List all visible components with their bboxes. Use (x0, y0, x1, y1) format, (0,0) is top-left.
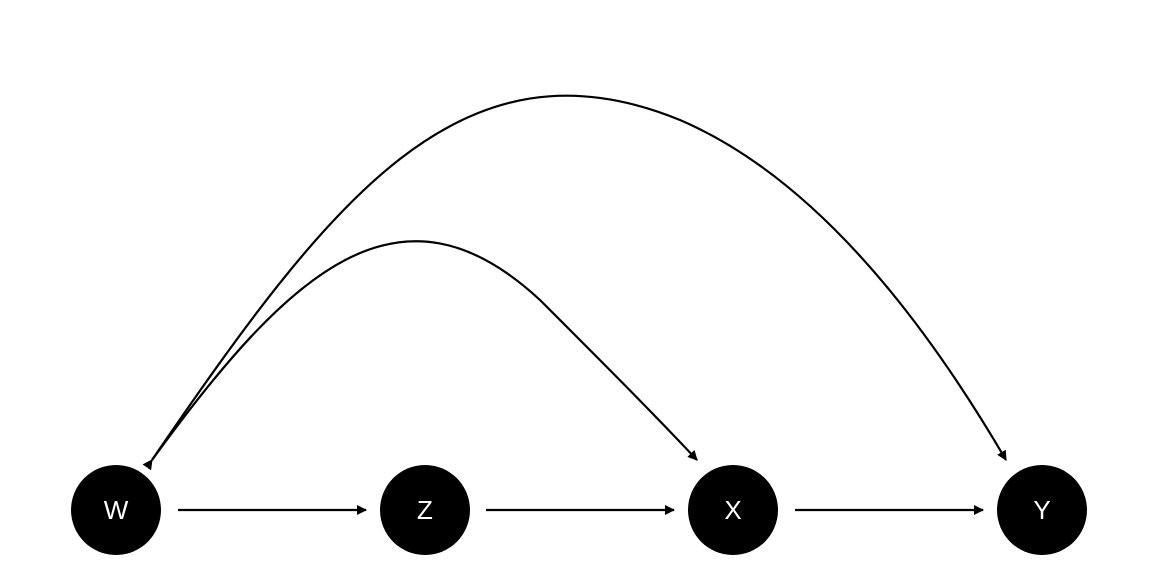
node-y: Y (997, 465, 1087, 555)
node-z: Z (380, 465, 470, 555)
node-y-label: Y (1033, 495, 1050, 525)
node-z-label: Z (417, 495, 433, 525)
node-x: X (688, 465, 778, 555)
node-w: W (71, 465, 161, 555)
node-w-label: W (104, 495, 129, 525)
node-x-label: X (724, 495, 741, 525)
edge-w-y-bidirected (142, 94, 1007, 471)
edge-w-x-bidirected (142, 240, 698, 471)
